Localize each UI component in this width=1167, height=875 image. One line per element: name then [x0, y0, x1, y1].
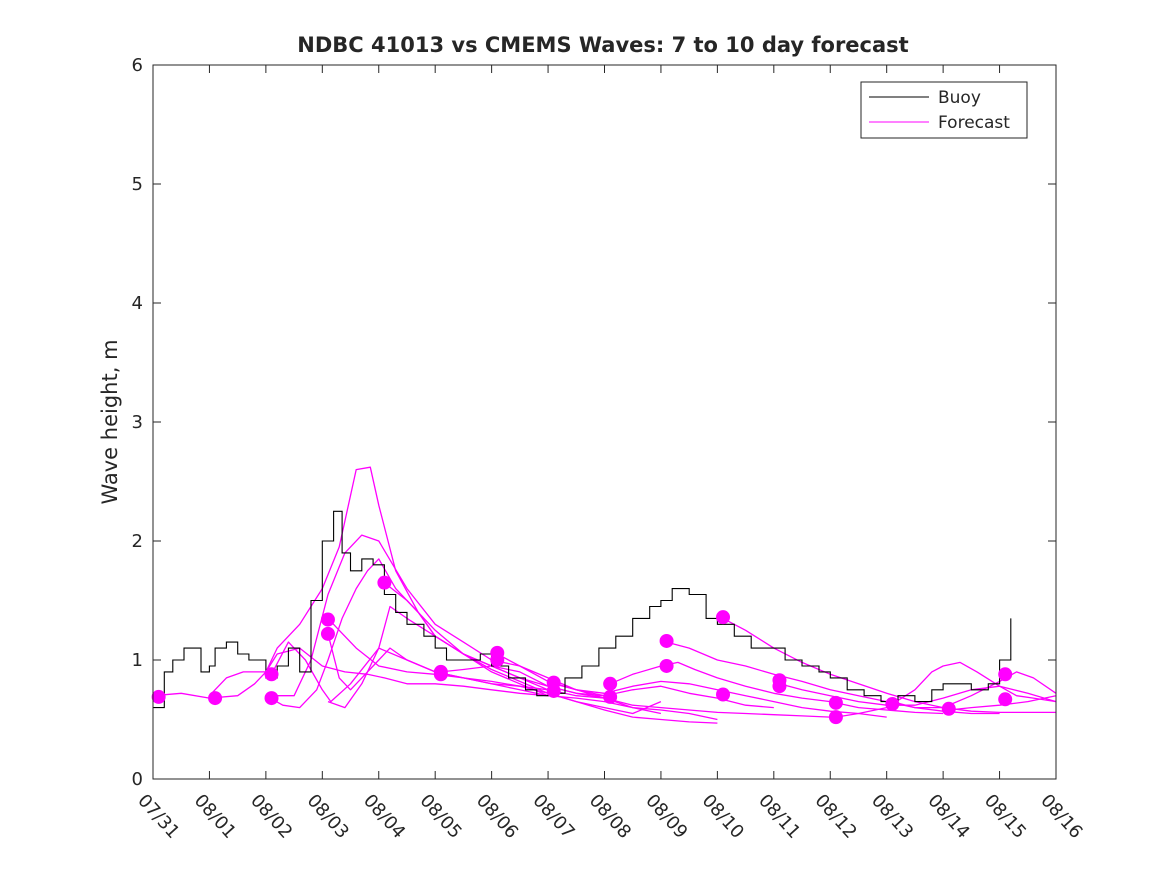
y-tick-label: 5	[132, 174, 143, 195]
forecast-markers-group	[151, 575, 1013, 725]
x-tick-label: 08/16	[1036, 790, 1086, 843]
x-tick-label: 08/06	[472, 790, 522, 843]
x-tick-label: 08/13	[867, 790, 917, 843]
forecast-marker	[264, 667, 279, 682]
x-tick-label: 08/04	[359, 790, 409, 843]
forecast-marker	[941, 701, 956, 716]
forecast-marker	[659, 658, 674, 673]
forecast-marker	[320, 626, 335, 641]
x-tick-label: 08/02	[246, 790, 296, 843]
legend: Buoy Forecast	[860, 81, 1028, 139]
forecast-marker	[377, 575, 392, 590]
forecast-marker	[603, 676, 618, 691]
legend-forecast-label: Forecast	[938, 113, 1010, 133]
forecast-line-19	[948, 695, 1057, 711]
forecast-marker	[716, 610, 731, 625]
plot-area	[153, 65, 1056, 779]
forecast-marker	[433, 667, 448, 682]
x-tick-label: 08/09	[641, 790, 691, 843]
x-tick-label: 08/14	[923, 790, 973, 843]
plot-frame	[152, 64, 1057, 780]
forecast-marker	[716, 687, 731, 702]
forecast-marker	[151, 689, 166, 704]
x-tick-label: 08/12	[811, 790, 861, 843]
forecast-line-16	[779, 683, 1057, 706]
forecast-marker	[264, 691, 279, 706]
forecast-marker	[885, 697, 900, 712]
forecast-line-18	[892, 671, 1057, 709]
x-tick-label: 08/08	[585, 790, 635, 843]
forecast-line-7	[327, 633, 662, 715]
forecast-marker	[603, 689, 618, 704]
x-tick-label: 08/01	[190, 790, 240, 843]
forecast-line-17	[835, 661, 1057, 718]
x-tick-label: 08/07	[528, 790, 578, 843]
forecast-marker	[208, 691, 223, 706]
x-tick-label: 08/05	[415, 790, 465, 843]
forecast-marker	[659, 633, 674, 648]
legend-box	[860, 81, 1028, 139]
y-tick-label: 4	[132, 293, 143, 314]
forecast-line-1	[152, 647, 549, 699]
x-tick-label: 08/11	[754, 790, 804, 843]
forecast-line-4	[271, 534, 605, 697]
y-tick-label: 0	[132, 769, 143, 790]
x-tick-label: 08/15	[980, 790, 1030, 843]
legend-buoy-label: Buoy	[938, 88, 981, 108]
y-tick-label: 6	[132, 55, 143, 76]
forecast-marker	[320, 612, 335, 627]
x-tick-label: 08/03	[303, 790, 353, 843]
forecast-marker	[828, 710, 843, 725]
forecast-marker	[998, 667, 1013, 682]
forecast-marker	[828, 695, 843, 710]
forecast-marker	[998, 692, 1013, 707]
x-tick-label: 07/31	[133, 790, 183, 843]
forecast-marker	[772, 679, 787, 694]
forecast-line-6	[327, 617, 718, 721]
y-tick-label: 2	[132, 531, 143, 552]
chart-title: NDBC 41013 vs CMEMS Waves: 7 to 10 day f…	[297, 33, 908, 57]
forecast-marker	[546, 683, 561, 698]
y-tick-label: 1	[132, 650, 143, 671]
x-tick-label: 08/10	[698, 790, 748, 843]
y-axis-label: Wave height, m	[98, 339, 122, 504]
y-axis: 0 1 2 3 4 5 6	[132, 55, 1056, 790]
forecast-marker	[490, 653, 505, 667]
y-tick-label: 3	[132, 412, 143, 433]
